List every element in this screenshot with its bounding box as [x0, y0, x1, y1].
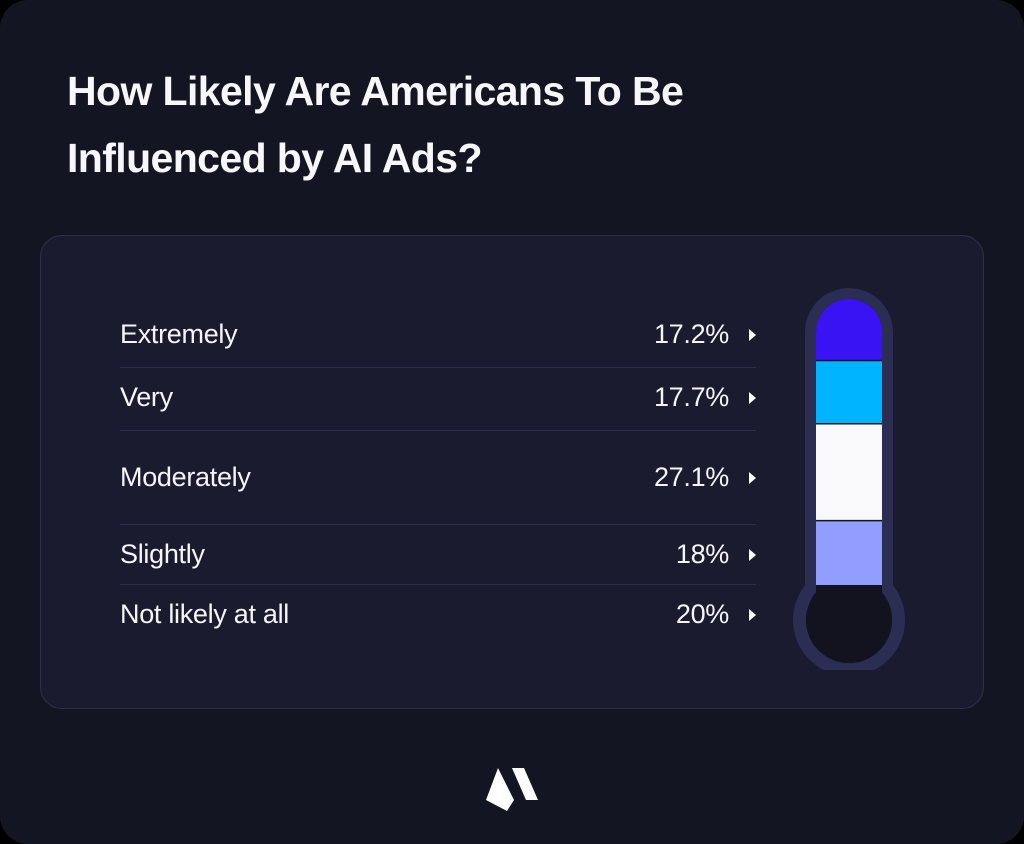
legend-row-very[interactable]: Very 17.7%: [120, 382, 756, 413]
caret-right-icon[interactable]: [749, 608, 756, 621]
thermometer-segment-not-likely-at-all: [805, 585, 892, 664]
row-label: Moderately: [120, 462, 251, 492]
row-divider: [120, 584, 756, 585]
page-title: How Likely Are Americans To Be Influence…: [67, 68, 684, 181]
row-divider: [120, 430, 756, 431]
caret-right-icon[interactable]: [749, 548, 756, 561]
legend-row-slightly[interactable]: Slightly 18%: [120, 539, 756, 570]
row-value: 18%: [675, 539, 729, 569]
row-label: Very: [120, 382, 173, 412]
thermometer-segment-moderately: [805, 423, 892, 521]
row-label: Extremely: [120, 319, 238, 349]
legend-row-not-likely[interactable]: Not likely at all 20%: [120, 599, 756, 630]
brand-logo-icon: [486, 768, 538, 811]
caret-right-icon[interactable]: [749, 328, 756, 341]
thermometer-chart: [793, 288, 905, 670]
thermometer-segment-slightly: [805, 520, 892, 585]
legend-row-extremely[interactable]: Extremely 17.2%: [120, 319, 756, 350]
legend-row-moderately[interactable]: Moderately 27.1%: [120, 462, 756, 493]
row-divider: [120, 524, 756, 525]
caret-right-icon[interactable]: [749, 471, 756, 484]
row-label: Slightly: [120, 539, 205, 569]
row-value: 27.1%: [653, 462, 729, 492]
row-divider: [120, 367, 756, 368]
row-value: 17.7%: [653, 382, 729, 412]
row-value: 17.2%: [653, 319, 729, 349]
row-label: Not likely at all: [120, 599, 289, 629]
caret-right-icon[interactable]: [749, 391, 756, 404]
thermometer-segment-very: [805, 360, 892, 424]
row-value: 20%: [675, 599, 729, 629]
